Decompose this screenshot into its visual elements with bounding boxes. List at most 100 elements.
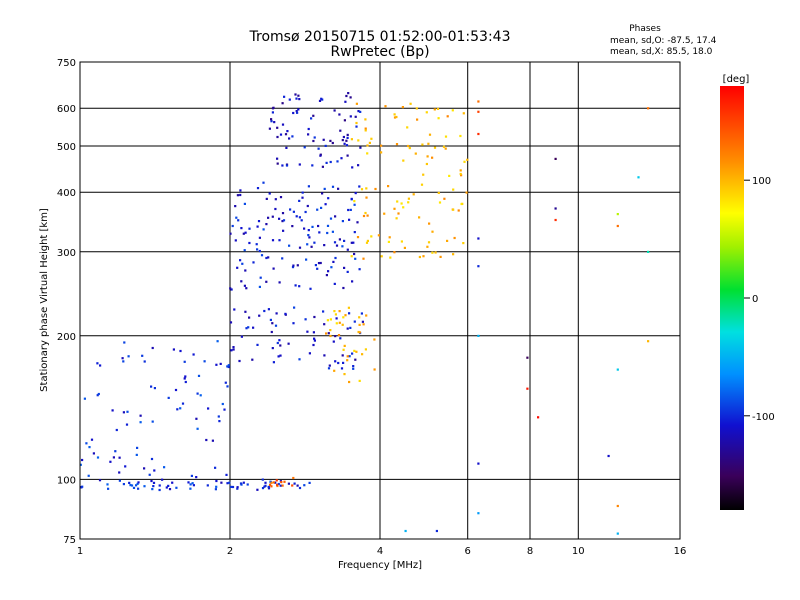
data-point (298, 285, 301, 288)
data-point (98, 479, 102, 482)
data-point (150, 479, 153, 483)
data-point (298, 163, 301, 166)
data-point (231, 485, 235, 489)
data-point (339, 337, 342, 340)
data-point (395, 143, 399, 146)
data-point (281, 257, 284, 260)
data-point (236, 486, 239, 489)
data-point (616, 368, 619, 371)
data-point (174, 388, 178, 392)
data-point (274, 324, 278, 327)
data-point (325, 332, 328, 335)
data-point (265, 197, 268, 200)
data-point (370, 235, 373, 238)
data-point (313, 136, 316, 139)
data-point (354, 192, 357, 195)
data-point (380, 144, 383, 147)
stats-heading: Phases (629, 24, 661, 34)
data-point (400, 240, 403, 243)
y-tick-label: 200 (57, 332, 76, 343)
data-point (334, 256, 337, 260)
data-point (426, 155, 429, 158)
data-point (443, 197, 446, 200)
data-point (278, 239, 281, 242)
data-point (275, 479, 278, 482)
data-point (291, 135, 294, 138)
data-point (537, 416, 540, 419)
data-point (279, 133, 283, 136)
data-point (436, 107, 440, 110)
data-point (90, 438, 94, 441)
data-point (231, 224, 234, 228)
data-point (263, 309, 266, 313)
data-point (395, 115, 398, 119)
data-point (342, 135, 345, 139)
data-point (248, 227, 251, 230)
data-point (308, 481, 311, 484)
data-point (179, 407, 182, 410)
data-point (326, 319, 329, 322)
data-point (304, 210, 307, 214)
data-point (331, 141, 334, 145)
data-point (318, 99, 322, 102)
colorbar-tick-label: 0 (752, 294, 758, 305)
data-point (256, 187, 260, 190)
data-point (307, 127, 310, 131)
chart-title-line2: RwPretec (Bp) (330, 44, 429, 60)
data-point (365, 241, 369, 244)
data-point (616, 213, 619, 216)
data-point (347, 208, 350, 212)
data-point (388, 236, 391, 239)
data-point (227, 365, 230, 369)
data-point (245, 327, 248, 330)
data-point (125, 423, 129, 426)
data-point (317, 224, 320, 228)
data-point (139, 421, 142, 424)
data-point (211, 439, 214, 442)
x-tick-label: 6 (465, 546, 471, 557)
data-point (466, 158, 469, 161)
colorbar-tick-label: -100 (752, 412, 775, 423)
data-point (291, 484, 294, 487)
data-point (361, 320, 364, 323)
x-tick-label: 10 (572, 546, 585, 557)
data-point (111, 409, 114, 412)
data-point (161, 478, 164, 481)
data-point (354, 358, 357, 361)
data-point (393, 207, 396, 210)
data-point (239, 482, 243, 485)
data-point (310, 117, 313, 120)
data-point (234, 239, 237, 242)
data-point (268, 192, 271, 195)
y-axis-ticks: 75 100 200 300 400 500 600 750 (57, 58, 76, 546)
data-point (334, 215, 337, 218)
data-point (477, 334, 480, 337)
data-point (242, 481, 245, 484)
data-point (359, 110, 362, 113)
data-point (338, 113, 341, 116)
data-point (380, 255, 383, 258)
data-point (206, 484, 209, 487)
data-point (637, 176, 640, 179)
data-point (359, 146, 362, 149)
data-point (350, 197, 353, 200)
data-point (236, 266, 239, 269)
data-point (226, 365, 229, 368)
data-point (276, 126, 279, 129)
data-point (357, 139, 360, 142)
data-point (279, 354, 282, 357)
data-point (205, 438, 208, 442)
data-point (277, 355, 280, 358)
data-point (356, 221, 359, 224)
data-point (281, 212, 285, 215)
data-point (353, 349, 356, 352)
data-point (189, 487, 192, 490)
data-point (143, 360, 146, 363)
data-point (230, 349, 233, 352)
data-point (215, 363, 218, 366)
data-point (446, 239, 449, 242)
data-point (354, 115, 357, 118)
colorbar-tick-label: 100 (752, 176, 771, 187)
data-point (300, 219, 303, 222)
data-point (343, 239, 346, 242)
